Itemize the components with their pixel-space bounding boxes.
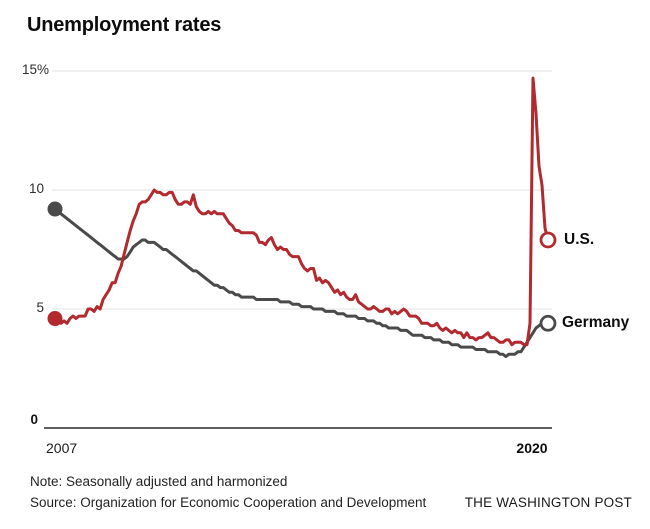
us-start-dot bbox=[47, 311, 63, 327]
y-tick-5: 5 bbox=[36, 300, 44, 315]
germany-start-dot bbox=[47, 201, 63, 217]
y-tick-0: 0 bbox=[30, 412, 38, 427]
germany-line bbox=[53, 207, 550, 359]
series-label-germany: Germany bbox=[562, 314, 630, 331]
x-tick-2007: 2007 bbox=[46, 440, 78, 456]
germany-end-ring bbox=[539, 314, 557, 332]
chart-note: Note: Seasonally adjusted and harmonized bbox=[30, 474, 288, 489]
source-row: Source: Organization for Economic Cooper… bbox=[30, 494, 632, 511]
us-line bbox=[53, 76, 550, 347]
series-label-us: U.S. bbox=[564, 231, 595, 248]
us-end-ring bbox=[539, 231, 557, 249]
y-tick-10: 10 bbox=[28, 181, 44, 196]
y-tick-15: 15% bbox=[21, 62, 49, 77]
chart-title: Unemployment rates bbox=[27, 14, 222, 36]
x-tick-2020: 2020 bbox=[516, 440, 548, 456]
chart-source: Source: Organization for Economic Cooper… bbox=[30, 495, 427, 510]
publisher-credit: THE WASHINGTON POST bbox=[464, 495, 632, 510]
